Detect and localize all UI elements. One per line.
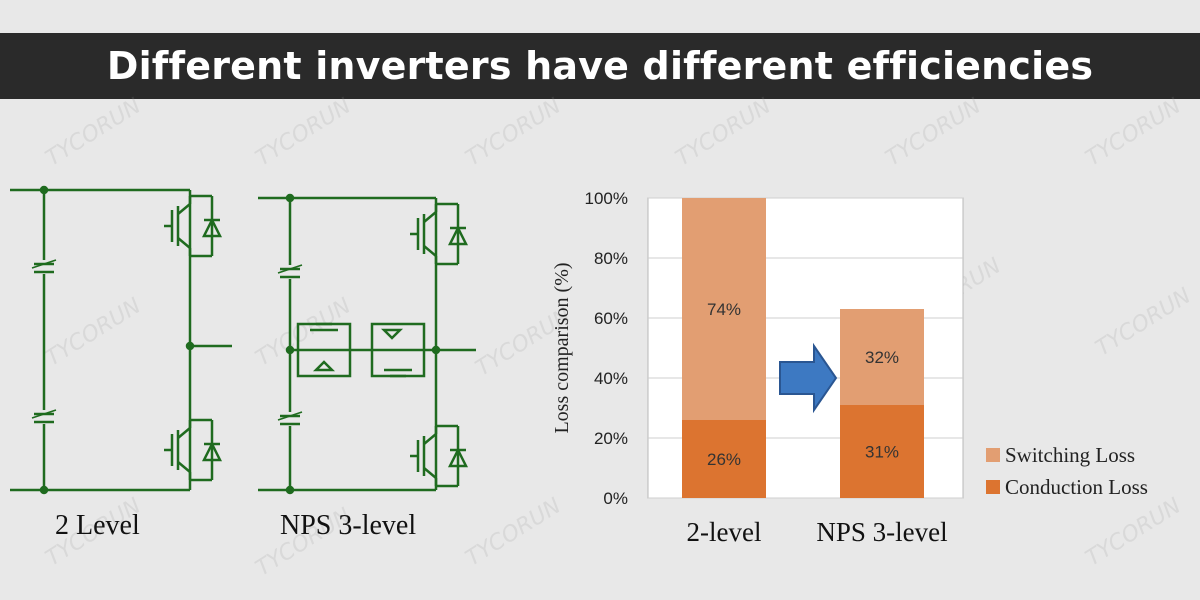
y-tick-label: 40% — [594, 369, 628, 388]
title-bar: Different inverters have different effic… — [0, 33, 1200, 99]
bar-labels: 26% 74% 31% 32% — [707, 300, 899, 469]
watermark: TYCORUN — [881, 93, 986, 172]
x-tick-label: 2-level — [687, 517, 762, 547]
bar-segment — [840, 405, 924, 498]
y-tick-label: 80% — [594, 249, 628, 268]
y-tick-label: 20% — [594, 429, 628, 448]
bars — [682, 198, 924, 498]
bar-value-label: 32% — [865, 348, 899, 367]
y-tick-labels: 0% 20% 40% 60% 80% 100% — [585, 189, 628, 508]
legend-swatch-switching — [986, 448, 1000, 462]
x-tick-label: NPS 3-level — [816, 517, 947, 547]
bar-segment — [682, 198, 766, 420]
watermark: TYCORUN — [671, 93, 776, 172]
loss-comparison-chart: 0% 20% 40% 60% 80% 100% 26% 74% 31% 32% 2-level N… — [551, 189, 1148, 547]
watermark: TYCORUN — [1081, 93, 1186, 172]
legend-swatch-conduction — [986, 480, 1000, 494]
two-level-circuit — [10, 185, 232, 495]
y-tick-label: 60% — [594, 309, 628, 328]
bar-segment — [840, 309, 924, 405]
bar-value-label: 26% — [707, 450, 741, 469]
circuit-diagram — [10, 185, 476, 495]
x-tick-labels: 2-level NPS 3-level — [687, 517, 948, 547]
bar-value-label: 31% — [865, 443, 899, 462]
two-level-label: 2 Level — [55, 510, 140, 541]
legend-switching-label: Switching Loss — [1005, 443, 1135, 467]
nps-three-level-circuit — [258, 193, 476, 495]
y-tick-label: 0% — [603, 489, 628, 508]
legend-conduction-label: Conduction Loss — [1005, 475, 1148, 499]
page-title: Different inverters have different effic… — [106, 44, 1094, 88]
bar-segment — [682, 420, 766, 498]
legend: Switching Loss Conduction Loss — [986, 443, 1148, 499]
bar-value-label: 74% — [707, 300, 741, 319]
y-tick-label: 100% — [585, 189, 628, 208]
nps-three-level-label: NPS 3-level — [280, 510, 417, 541]
improvement-arrow-icon — [779, 342, 838, 414]
y-axis-label: Loss comparison (%) — [551, 262, 573, 433]
